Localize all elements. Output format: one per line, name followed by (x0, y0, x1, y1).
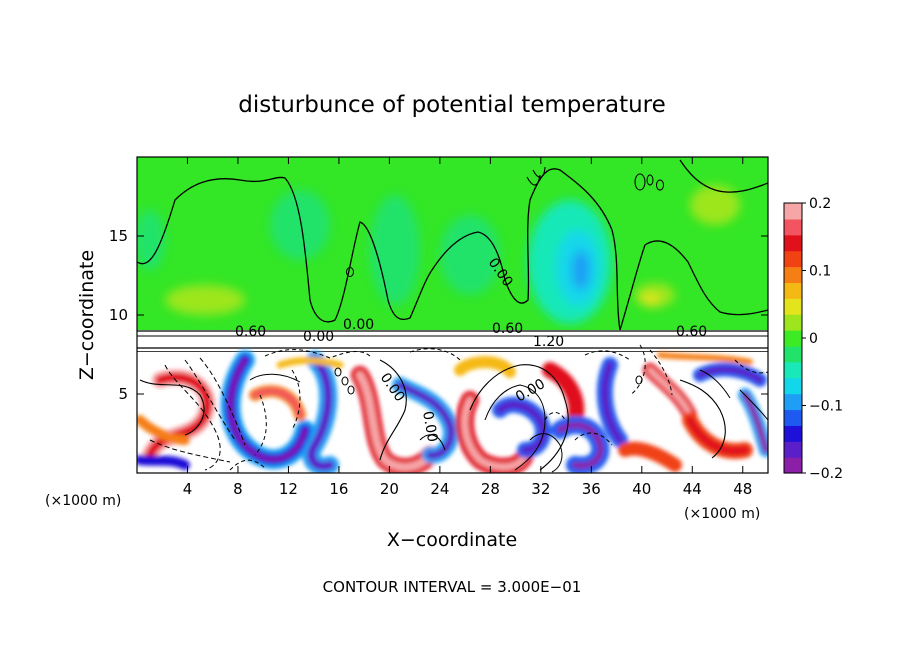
x-tick-label: 40 (632, 480, 651, 498)
turbulent-structure (557, 422, 604, 469)
colorbar-swatch (784, 425, 802, 442)
contour-label: 0.60 (676, 324, 707, 340)
contour-label: 1.20 (533, 334, 564, 350)
colorbar-swatch (784, 345, 802, 363)
x-tick-label: 48 (733, 480, 752, 498)
colorbar-tick-label: −0.2 (809, 466, 843, 482)
contour-label: 0.60 (492, 321, 523, 337)
turbulent-structure (618, 441, 682, 472)
colorbar-swatch (784, 361, 802, 379)
y-axis-label: Z−coordinate (76, 250, 98, 380)
x-tick-label: 36 (582, 480, 601, 498)
x-tick-label: 32 (531, 480, 550, 498)
colorbar-swatch (784, 298, 802, 315)
x-tick-label: 12 (279, 480, 298, 498)
turbulent-structures (137, 350, 768, 473)
upper-layer-variations (137, 185, 740, 324)
turbulent-structure (601, 361, 624, 444)
turbulent-structure (137, 415, 190, 445)
turbulent-structure (137, 455, 190, 470)
y-tick-label: 5 (118, 385, 128, 403)
turbulent-structure (276, 357, 344, 369)
colorbar-swatch (784, 218, 802, 236)
colorbar-swatch (784, 441, 802, 458)
contour-lines (137, 159, 768, 473)
colorbar-swatch (784, 330, 802, 347)
colorbar-tick-label: 0 (809, 331, 818, 347)
turbulent-structure (742, 392, 768, 453)
x-axis: 4 8 12 16 20 24 28 32 36 40 44 48 (183, 157, 752, 498)
x-tick-label: 16 (329, 480, 348, 498)
y-tick-label: 10 (109, 306, 128, 324)
plot-area: 0.60 0.00 0.60 0.600.000.001.200.00 0.000.00 (137, 157, 768, 473)
colorbar-swatch (784, 266, 802, 284)
colorbar-swatch (784, 457, 802, 474)
turbulent-structure (307, 356, 334, 471)
colorbar-swatch (784, 250, 802, 268)
contour-label: 0.00 (419, 410, 440, 443)
colorbar-swatch (784, 377, 802, 395)
contour-label: 0.00 (343, 317, 374, 333)
colorbar-tick-label: −0.1 (809, 399, 843, 415)
colorbar-swatch (784, 393, 802, 411)
colorbar-swatch (784, 203, 802, 220)
turbulent-structure (228, 358, 307, 462)
colorbar (783, 202, 803, 474)
inversion-band (137, 330, 768, 352)
turbulent-structure (686, 416, 749, 455)
contour-label: 0.00 (303, 329, 334, 345)
x-tick-label: 44 (683, 480, 702, 498)
colorbar-swatch (784, 234, 802, 252)
turbulent-structure (657, 352, 753, 365)
x-unit-left: (×1000 m) (45, 493, 121, 509)
turbulent-structure (396, 381, 455, 459)
x-axis-label: X−coordinate (387, 529, 517, 551)
chart-title: disturbunce of potential temperature (238, 92, 666, 118)
x-tick-label: 24 (430, 480, 449, 498)
colorbar-tick-label: 0.1 (809, 264, 831, 280)
contour-interval-footer: CONTOUR INTERVAL = 3.000E−01 (323, 578, 582, 596)
colorbar-swatch (784, 282, 802, 299)
y-tick-label: 15 (109, 227, 128, 245)
x-tick-label: 8 (233, 480, 243, 498)
x-tick-label: 28 (481, 480, 500, 498)
x-tick-label: 4 (183, 480, 193, 498)
turbulent-structure (647, 367, 693, 418)
colorbar-swatch (784, 314, 802, 331)
x-tick-label: 20 (380, 480, 399, 498)
turbulent-structure (496, 401, 547, 454)
colorbar-swatch (784, 409, 802, 426)
turbulent-structure (542, 362, 585, 428)
turbulent-structure (461, 396, 529, 471)
turbulent-structure (356, 371, 434, 472)
turbulent-structure (252, 388, 303, 418)
y-axis: 5 10 15 (109, 227, 768, 403)
x-unit-right: (×1000 m) (684, 506, 760, 522)
colorbar-tick-label: 0.2 (809, 196, 831, 212)
colorbar-ticks: 0.2 0.1 0 −0.1 −0.2 (802, 196, 843, 482)
contour-label: 0.60 (235, 324, 266, 340)
